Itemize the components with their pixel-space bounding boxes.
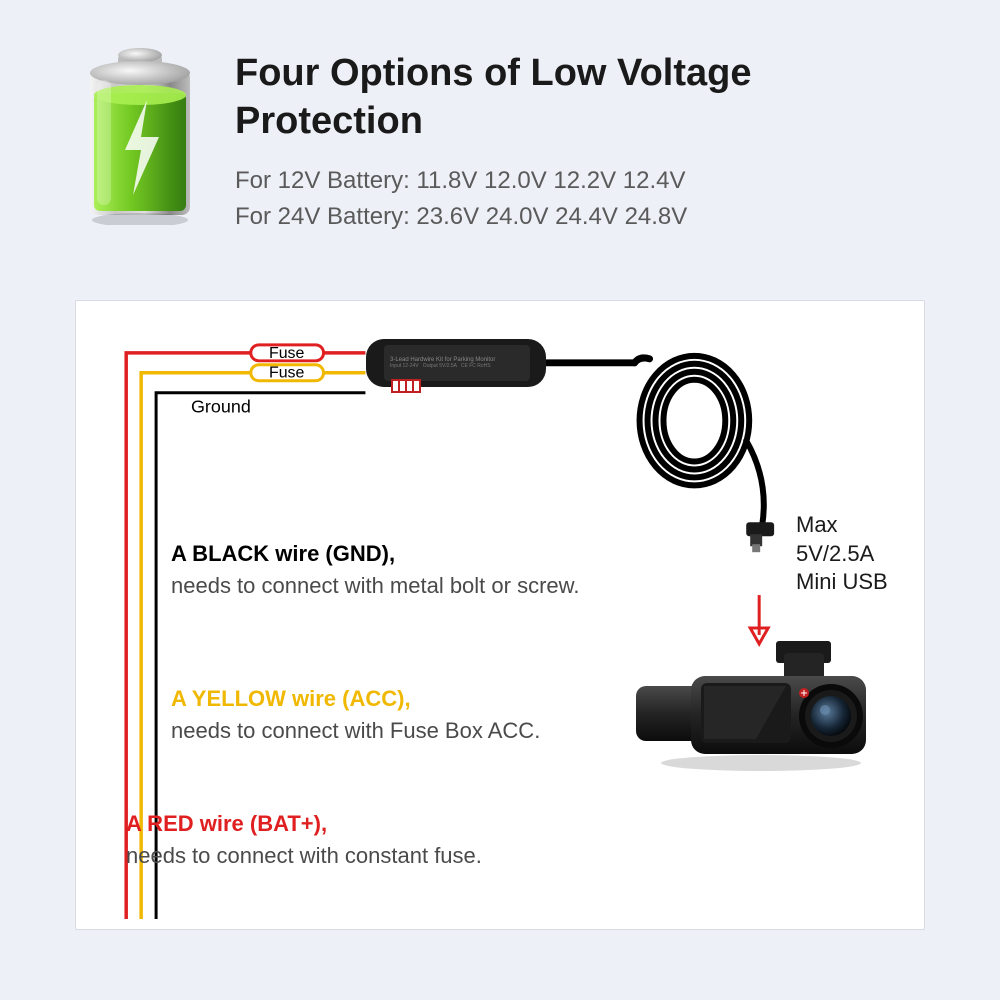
- black-wire-title: A BLACK wire (GND),: [171, 541, 591, 567]
- page-title: Four Options of Low Voltage Protection: [235, 50, 940, 145]
- black-wire-desc: needs to connect with metal bolt or scre…: [171, 571, 591, 601]
- ground-label: Ground: [191, 397, 251, 417]
- usb-line3: Mini USB: [796, 568, 888, 597]
- module-label-plate: 3-Lead Hardwire Kit for Parking Monitor …: [384, 345, 530, 381]
- red-wire-title: A RED wire (BAT+),: [126, 811, 626, 837]
- usb-line2: 5V/2.5A: [796, 540, 888, 569]
- wiring-diagram-panel: Fuse Fuse Ground 3-Lead Hardwire Ki: [75, 300, 925, 930]
- red-wire-info: A RED wire (BAT+), needs to connect with…: [126, 811, 626, 871]
- usb-spec: Max 5V/2.5A Mini USB: [796, 511, 888, 597]
- yellow-wire-info: A YELLOW wire (ACC), needs to connect wi…: [171, 686, 591, 746]
- fuse-label-red: Fuse: [269, 345, 305, 362]
- red-wire-desc: needs to connect with constant fuse.: [126, 841, 626, 871]
- dashcam-icon: [636, 641, 886, 771]
- header-text: Four Options of Low Voltage Protection F…: [235, 45, 940, 235]
- usb-line1: Max: [796, 511, 888, 540]
- fuse-label-yellow: Fuse: [269, 365, 305, 382]
- dip-switches: [391, 379, 421, 393]
- module-text-2: Input 12-24V Output 5V/2.5A CE FC RoHS: [390, 363, 524, 369]
- header: Four Options of Low Voltage Protection F…: [75, 45, 940, 235]
- yellow-wire-title: A YELLOW wire (ACC),: [171, 686, 591, 712]
- battery-icon: [75, 45, 205, 225]
- spec-12v: For 12V Battery: 11.8V 12.0V 12.2V 12.4V: [235, 163, 940, 199]
- yellow-wire-desc: needs to connect with Fuse Box ACC.: [171, 716, 591, 746]
- spec-24v: For 24V Battery: 23.6V 24.0V 24.4V 24.8V: [235, 199, 940, 235]
- black-wire-info: A BLACK wire (GND), needs to connect wit…: [171, 541, 591, 601]
